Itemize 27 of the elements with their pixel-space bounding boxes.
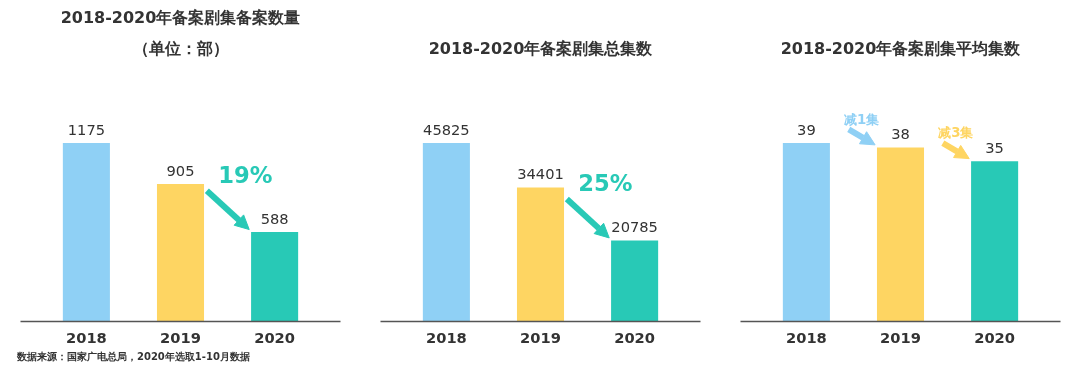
data-label: 38 — [891, 125, 910, 143]
x-tick-label: 2019 — [160, 328, 201, 346]
source-note: 数据来源：国家广电总局，2020年选取1-10月数据 — [17, 350, 250, 364]
annotation: 19% — [218, 162, 273, 189]
chart-title: 2018-2020年备案剧集平均集数 — [780, 38, 1022, 58]
x-tick-label: 2018 — [65, 328, 107, 346]
data-label: 588 — [260, 210, 289, 228]
x-tick-label: 2019 — [880, 328, 921, 346]
data-label: 35 — [985, 139, 1004, 157]
annotation: 减1集 — [844, 111, 880, 127]
data-label: 39 — [797, 120, 816, 138]
x-tick-label: 2020 — [614, 328, 656, 346]
x-tick-label: 2020 — [254, 328, 296, 346]
data-label: 20785 — [611, 218, 658, 236]
x-tick-label: 2020 — [974, 328, 1016, 346]
annotation: 减3集 — [938, 125, 974, 141]
data-label: 45825 — [423, 120, 470, 138]
x-tick-label: 2018 — [785, 328, 827, 346]
data-label: 905 — [166, 161, 195, 179]
x-tick-label: 2019 — [520, 328, 561, 346]
annotation: 25% — [578, 170, 633, 197]
chart-title: 2018-2020年备案剧集总集数 — [428, 38, 654, 58]
chart-title: 2018-2020年备案剧集备案数量 — [60, 7, 301, 27]
data-label: 1175 — [67, 120, 106, 138]
data-label: 34401 — [517, 165, 564, 183]
x-tick-label: 2018 — [425, 328, 467, 346]
chart-subtitle: （单位：部） — [132, 38, 229, 58]
